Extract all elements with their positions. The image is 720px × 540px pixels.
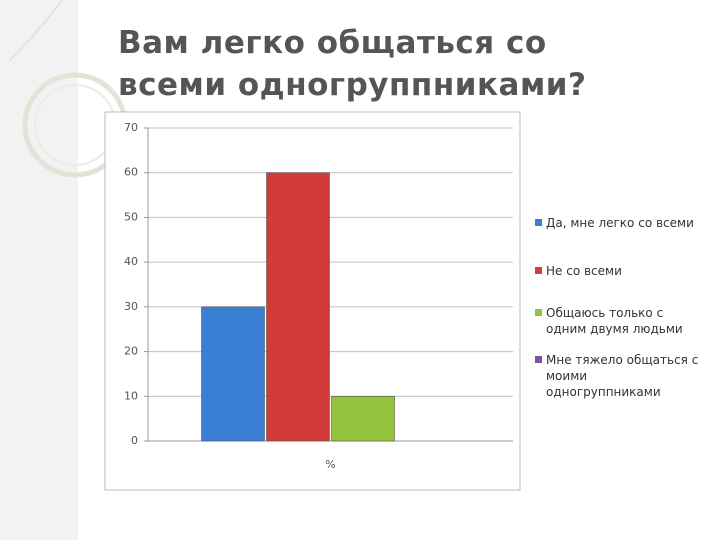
decoration bbox=[9, 0, 63, 61]
legend-label: Мне тяжело общаться с моими одногруппник… bbox=[546, 353, 699, 399]
side-stripe bbox=[0, 0, 78, 540]
y-tick-label: 10 bbox=[124, 389, 138, 402]
legend-entry: Мне тяжело общаться с моими одногруппник… bbox=[535, 352, 705, 400]
legend-label: Не со всеми bbox=[546, 264, 622, 278]
bar bbox=[266, 172, 330, 442]
legend-entry: Да, мне легко со всеми bbox=[535, 215, 705, 231]
y-tick-label: 50 bbox=[124, 210, 138, 223]
legend-marker bbox=[535, 356, 542, 363]
x-tick-label: % bbox=[325, 458, 335, 471]
bar bbox=[331, 395, 395, 442]
y-tick-label: 30 bbox=[124, 300, 138, 313]
y-tick-label: 60 bbox=[124, 166, 138, 179]
bar bbox=[201, 306, 265, 442]
legend-marker bbox=[535, 267, 542, 274]
legend-entry: Общаюсь только с одним двумя людьми bbox=[535, 305, 705, 337]
y-tick-label: 40 bbox=[124, 255, 138, 268]
legend-label: Да, мне легко со всеми bbox=[546, 216, 694, 230]
legend-marker bbox=[535, 219, 542, 226]
y-tick-label: 70 bbox=[124, 121, 138, 134]
legend-label: Общаюсь только с одним двумя людьми bbox=[546, 306, 683, 336]
chart-title: Вам легко общаться со всеми одногруппник… bbox=[118, 25, 587, 103]
y-tick-label: 0 bbox=[131, 434, 138, 447]
legend-marker bbox=[535, 309, 542, 316]
y-tick-label: 20 bbox=[124, 345, 138, 358]
legend-entry: Не со всеми bbox=[535, 263, 705, 279]
